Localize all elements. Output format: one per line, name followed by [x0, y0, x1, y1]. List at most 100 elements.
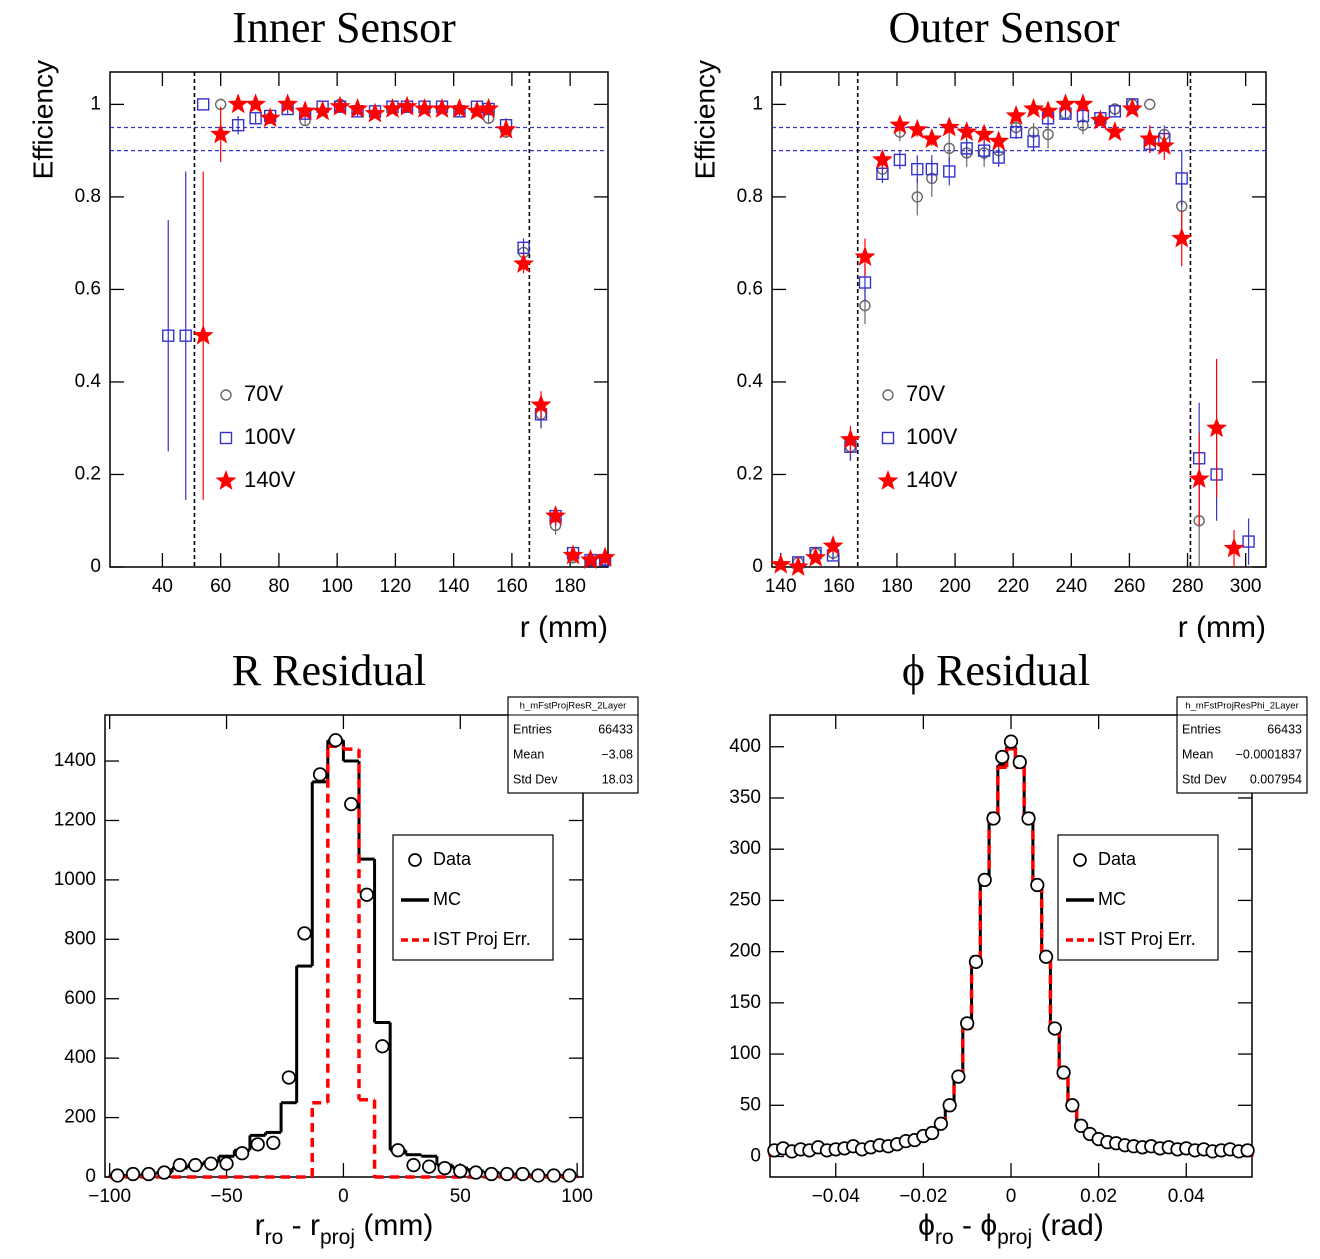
x-axis-label-part: ϕ [918, 1209, 935, 1242]
marker-star [770, 553, 792, 574]
marker-star [1072, 93, 1094, 114]
legend-label: IST Proj Err. [1098, 929, 1196, 949]
y-tick-label: 250 [729, 889, 761, 910]
legend-label: 100V [906, 424, 958, 449]
stats-name: Mean [1182, 747, 1213, 761]
marker-circle [421, 1159, 437, 1174]
marker-star [1171, 227, 1193, 248]
marker-star [1023, 98, 1044, 118]
marker-circle [1042, 128, 1054, 141]
y-tick-label: 0.2 [737, 463, 763, 484]
y-tick-label: 0.8 [75, 186, 101, 207]
marker-circle [406, 1157, 421, 1173]
stats-box [1176, 696, 1308, 794]
marker-star [466, 100, 488, 121]
marker-star [396, 95, 418, 116]
marker-star [906, 118, 928, 139]
x-tick-label: 0.02 [1080, 1186, 1117, 1207]
y-tick-label: 600 [64, 988, 96, 1009]
marker-circle [234, 1146, 250, 1161]
marker-star [294, 100, 316, 121]
marker-star [513, 252, 535, 273]
marker-star [956, 121, 978, 142]
x-axis-label-subscript: proj [320, 1226, 355, 1249]
marker-star [1089, 109, 1111, 130]
marker-circle [1073, 1118, 1089, 1133]
marker-star [1153, 135, 1175, 155]
x-axis-label-part: - ϕ [954, 1209, 997, 1242]
marker-circle [1144, 98, 1156, 111]
x-tick-label: −100 [88, 1186, 131, 1207]
legend-marker [881, 431, 895, 445]
marker-star [414, 98, 435, 118]
legend-label: 70V [244, 381, 283, 406]
y-tick-label: 300 [729, 838, 761, 859]
marker-square [1009, 125, 1023, 139]
stats-value: 66433 [598, 722, 633, 736]
marker-square [1175, 172, 1188, 185]
marker-circle [1030, 877, 1045, 893]
marker-circle [911, 191, 923, 203]
marker-star [431, 98, 453, 118]
marker-square [1076, 109, 1090, 123]
marker-square [196, 98, 210, 111]
y-tick-label: 0 [85, 1166, 96, 1187]
marker-star [245, 93, 267, 114]
marker-star [449, 98, 470, 118]
y-tick-label: 0.4 [75, 371, 102, 392]
legend-label: MC [433, 889, 461, 909]
marker-star [787, 556, 809, 576]
marker-star [1223, 537, 1245, 558]
x-axis-label-subscript: ro [935, 1226, 954, 1249]
marker-star [495, 118, 517, 139]
marker-star [889, 114, 911, 135]
marker-circle [172, 1157, 187, 1173]
x-tick-label: 300 [1230, 576, 1262, 597]
x-axis-label: r (mm) [1178, 611, 1266, 644]
marker-star [312, 100, 334, 121]
y-tick-label: 0.4 [737, 371, 764, 392]
marker-star [973, 123, 995, 144]
marker-star [329, 95, 351, 116]
x-axis-label: r (mm) [520, 611, 608, 644]
marker-circle [1021, 811, 1036, 826]
marker-star [822, 535, 844, 556]
marker-circle [546, 1168, 561, 1183]
marker-circle [1056, 1065, 1071, 1080]
marker-circle [359, 887, 374, 902]
marker-circle [986, 811, 1001, 826]
y-axis-label: Efficiency [27, 60, 58, 179]
y-tick-label: 0 [752, 556, 763, 577]
legend-marker [1073, 853, 1087, 867]
y-tick-label: 200 [729, 941, 761, 962]
y-tick-label: 800 [64, 928, 96, 949]
marker-circle [925, 1125, 940, 1141]
legend-marker [877, 470, 899, 490]
legend-label: Data [433, 849, 472, 869]
marker-circle [375, 1039, 390, 1054]
stats-name: Std Dev [1182, 772, 1227, 786]
y-tick-label: 1400 [54, 750, 96, 771]
marker-circle [344, 797, 359, 812]
marker-circle [951, 1069, 966, 1084]
marker-star [1206, 417, 1228, 438]
x-tick-label: 0.04 [1168, 1186, 1205, 1207]
stats-name: Entries [1182, 722, 1221, 736]
marker-square [858, 276, 872, 289]
stats-value: 66433 [1267, 722, 1302, 736]
legend-label: IST Proj Err. [433, 929, 531, 949]
marker-star [192, 324, 214, 345]
x-axis-label-part: (mm) [355, 1209, 433, 1242]
y-tick-label: 1 [90, 93, 101, 114]
marker-star [259, 107, 281, 128]
marker-circle [960, 1016, 975, 1031]
stats-title: h_mFstProjResR_2Layer [520, 701, 627, 712]
stats-name: Mean [513, 747, 544, 761]
x-tick-label: 140 [438, 576, 470, 597]
legend-marker [219, 431, 233, 445]
legend-marker [408, 853, 422, 867]
marker-circle [933, 1116, 949, 1131]
stats-value: 0.007954 [1250, 772, 1302, 786]
marker-circle [1240, 1143, 1255, 1158]
